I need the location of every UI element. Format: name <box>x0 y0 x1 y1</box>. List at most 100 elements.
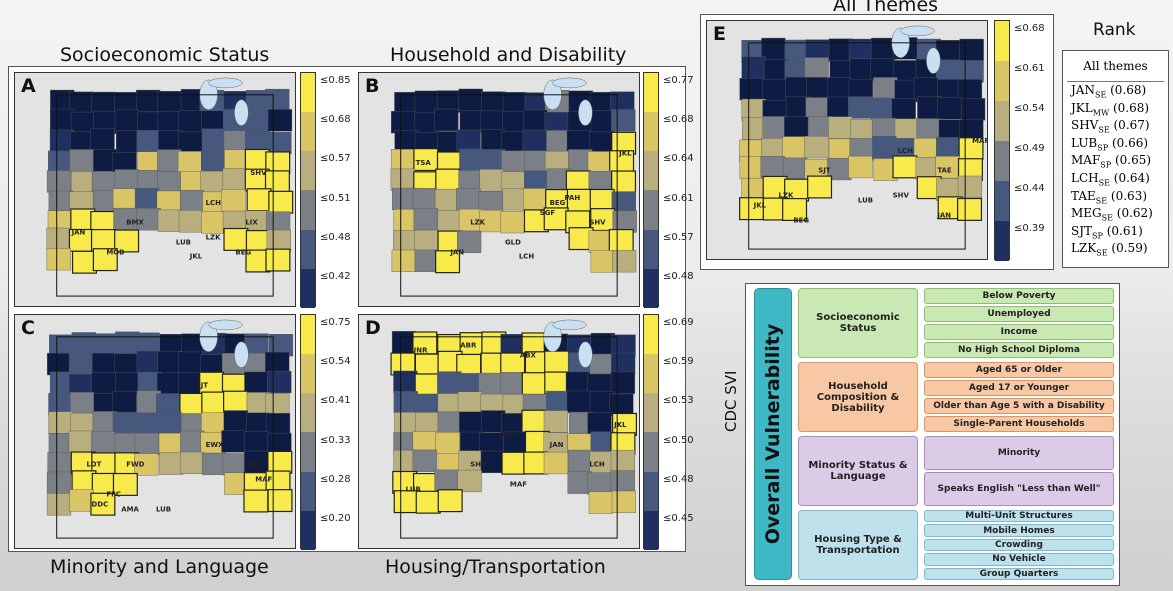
wfo-region <box>158 432 184 456</box>
colorbar-segment <box>301 73 315 113</box>
rank-code: SHV <box>1071 118 1099 133</box>
wfo-label: LUB <box>156 505 171 513</box>
wfo-region <box>224 149 249 172</box>
rank-item: SJTSP (0.61) <box>1063 223 1168 241</box>
colorbar-segment <box>644 354 658 394</box>
rank-region: SE <box>1101 213 1113 223</box>
wfo-label: TAE <box>937 167 952 175</box>
colorbar-segment <box>301 229 315 269</box>
colorbar-label: ≤0.75 <box>320 317 351 328</box>
wfo-region <box>741 177 766 201</box>
wfo-label: LIX <box>245 219 258 227</box>
cdc-svi-label: CDC SVI <box>722 370 740 432</box>
wfo-label: FFC <box>106 490 121 498</box>
rank-list: JANSE (0.68) JKLMW (0.68) SHVSE (0.67) LUBS… <box>1063 82 1168 258</box>
colorbar-label: ≤0.28 <box>320 473 351 485</box>
wfo-region <box>456 188 481 211</box>
wfo-region <box>267 489 293 513</box>
colorbar-label: ≤0.50 <box>663 434 694 446</box>
wfo-region <box>502 188 527 211</box>
wfo-region <box>136 89 161 113</box>
great-lake <box>552 319 587 331</box>
wfo-region <box>266 229 291 253</box>
colorbar-label: ≤0.77 <box>663 75 694 86</box>
wfo-region <box>71 171 96 194</box>
wfo-region <box>414 229 439 253</box>
wfo-region <box>434 469 459 492</box>
wfo-region <box>872 136 897 159</box>
colorbar-label: ≤0.41 <box>320 395 351 407</box>
wfo-label: JAN <box>549 441 564 449</box>
wfo-region <box>501 150 526 173</box>
study-area-outline <box>748 42 966 250</box>
wfo-label: MAF <box>255 476 272 484</box>
wfo-region <box>265 393 290 416</box>
study-area-outline <box>56 336 274 539</box>
wfo-region <box>69 149 94 172</box>
rank-region: SP <box>1092 231 1103 241</box>
colorbar-b <box>643 72 659 308</box>
wfo-region <box>391 111 416 134</box>
wfo-label: SJT <box>818 167 831 175</box>
wfo-region <box>936 137 961 160</box>
wfo-region <box>544 350 570 374</box>
wfo-label: BMX <box>126 219 144 227</box>
rank-item: LCHSE (0.64) <box>1063 170 1168 188</box>
wfo-region <box>456 129 481 152</box>
colorbar-label: ≤0.85 <box>320 75 351 86</box>
wfo-region <box>223 410 248 433</box>
wfo-region <box>892 155 918 179</box>
wfo-region <box>91 431 116 454</box>
wfo-region <box>457 391 483 414</box>
wfo-region <box>937 97 962 120</box>
wfo-label: SGF <box>540 209 556 217</box>
colorbar-segment <box>301 190 315 230</box>
wfo-region <box>414 353 440 377</box>
colorbar-label: ≤0.53 <box>663 395 694 407</box>
great-lake <box>208 77 243 89</box>
wfo-region <box>741 56 766 79</box>
wfo-region <box>848 38 874 62</box>
wfo-region <box>267 109 293 132</box>
map-e-svg: JKL LZK BEG LUB SHV JAN MAF SJT LCH TAE <box>707 21 987 259</box>
colorbar-segment <box>995 21 1009 61</box>
svi-category: Household Composition & Disability <box>798 362 918 432</box>
wfo-region <box>201 211 226 234</box>
wfo-region <box>850 119 875 142</box>
rank-code: MEG <box>1071 206 1102 221</box>
svi-variable: Aged 65 or Older <box>924 362 1114 378</box>
great-lake <box>234 99 249 126</box>
wfo-region <box>267 370 292 394</box>
wfo-label: LZK <box>470 219 485 227</box>
wfo-region <box>221 189 246 212</box>
wfo-region <box>413 208 438 231</box>
wfo-region <box>588 491 614 514</box>
wfo-region <box>807 175 833 199</box>
wfo-region <box>159 452 184 475</box>
wfo-label: JKL <box>613 421 627 429</box>
wfo-region <box>48 411 73 434</box>
wfo-region <box>114 432 139 456</box>
wfo-region <box>265 248 291 272</box>
rank-value: (0.59) <box>1107 241 1148 256</box>
wfo-region <box>523 109 548 133</box>
colorbar-label: ≤0.57 <box>663 231 694 243</box>
colorbar-segment <box>644 268 658 308</box>
rank-item: SHVSE (0.67) <box>1063 117 1168 135</box>
wfo-region <box>114 229 140 253</box>
wfo-region <box>848 155 873 179</box>
rank-region: SE <box>1096 248 1108 258</box>
wfo-label: JAN <box>936 211 951 219</box>
wfo-label: MOB <box>106 248 124 256</box>
overall-vulnerability-box: Overall Vulnerability <box>754 288 792 580</box>
svi-variable: Group Quarters <box>924 567 1114 580</box>
wfo-label: BEG <box>793 216 809 224</box>
wfo-region <box>134 188 160 211</box>
colorbar-label: ≤0.64 <box>663 153 694 165</box>
map-b-svg: GLD SGF PAH JKL TSA LZK BEG SHV JAN LCH <box>359 73 639 306</box>
wfo-region <box>47 452 72 475</box>
wfo-label: JAN <box>449 248 464 256</box>
wfo-label: SGF <box>500 431 516 439</box>
panel-letter-d: D <box>365 317 381 339</box>
panel-letter-e: E <box>713 23 726 45</box>
